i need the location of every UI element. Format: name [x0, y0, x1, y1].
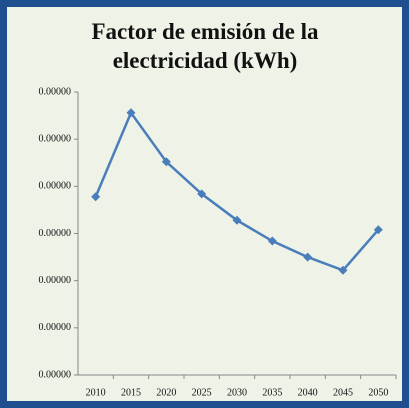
marker — [232, 215, 242, 225]
marker — [161, 157, 171, 167]
marker — [267, 236, 277, 246]
x-tick-label: 2030 — [227, 387, 247, 398]
y-tick-label: 0.00000 — [39, 133, 72, 144]
marker — [303, 252, 313, 262]
x-tick-label: 2015 — [121, 387, 141, 398]
x-tick-label: 2025 — [192, 387, 212, 398]
chart: 0.00000 0.00000 0.00000 0.00000 0.00000 0.000… — [39, 86, 397, 398]
y-tick-label: 0.00000 — [39, 369, 72, 380]
chart-title: Factor de emisión de la electricidad (kW… — [91, 19, 319, 73]
y-tick-label: 0.00000 — [39, 228, 72, 239]
y-tick-label: 0.00000 — [39, 86, 72, 97]
x-tick-label: 2035 — [262, 387, 282, 398]
y-tick-label: 0.00000 — [39, 275, 72, 286]
x-tick-label: 2045 — [333, 387, 353, 398]
marker — [338, 265, 348, 275]
x-tick-label: 2040 — [298, 387, 318, 398]
y-tick-label: 0.00000 — [39, 322, 72, 333]
x-tick-label: 2050 — [368, 387, 388, 398]
x-tick-label: 2020 — [156, 387, 176, 398]
marker — [373, 225, 383, 235]
x-tick-label: 2010 — [86, 387, 106, 398]
marker — [197, 189, 207, 199]
marker — [91, 192, 101, 202]
line — [94, 110, 380, 272]
y-tick-label: 0.00000 — [39, 181, 72, 192]
panel: Factor de emisión de la electricidad (kW… — [7, 7, 402, 401]
marker — [126, 108, 136, 118]
